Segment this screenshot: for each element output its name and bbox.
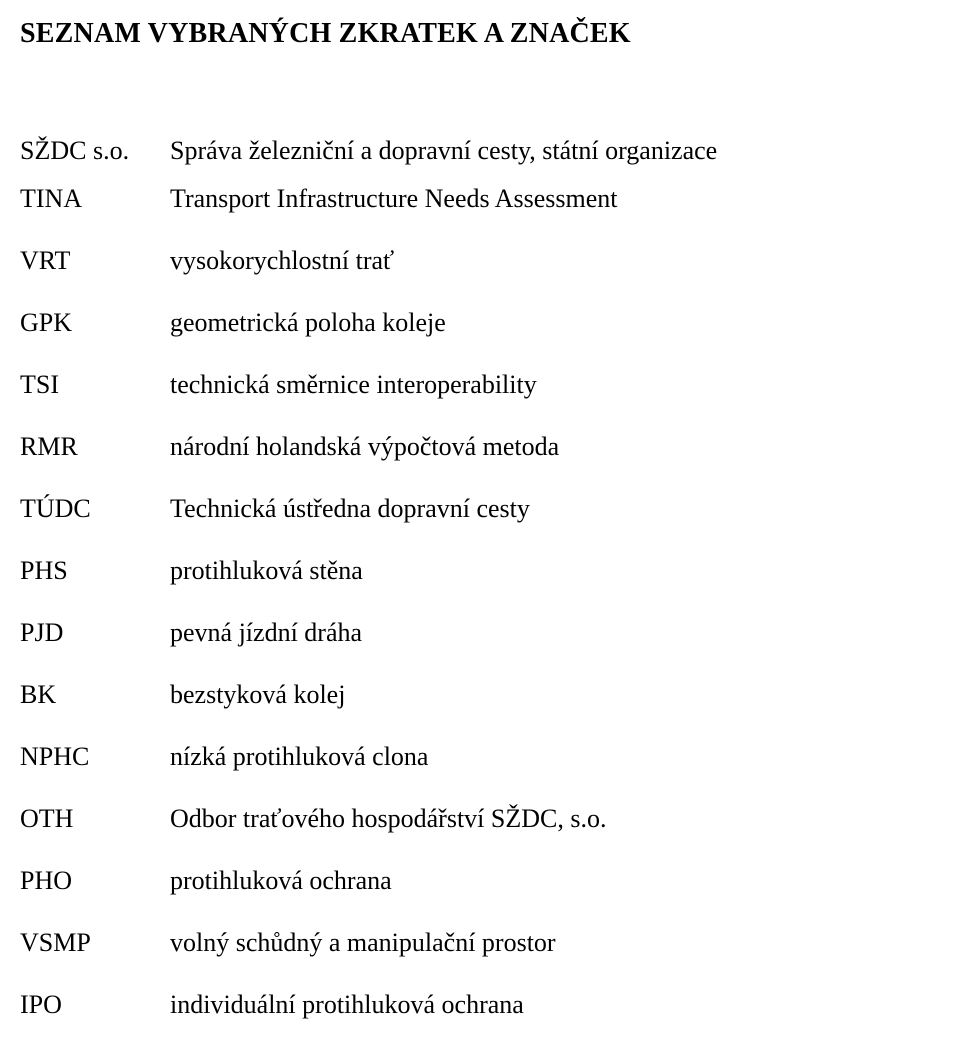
abbr-cell: TÚDC [20, 496, 170, 522]
definition-cell: Technická ústředna dopravní cesty [170, 496, 530, 522]
definition-cell: individuální protihluková ochrana [170, 992, 524, 1018]
table-row: PJD pevná jízdní dráha [20, 620, 928, 646]
abbr-cell: VRT [20, 248, 170, 274]
abbr-cell: SŽDC s.o. [20, 138, 170, 164]
definition-cell: protihluková ochrana [170, 868, 392, 894]
definition-cell: volný schůdný a manipulační prostor [170, 930, 556, 956]
definition-cell: nízká protihluková clona [170, 744, 428, 770]
definition-cell: technická směrnice interoperability [170, 372, 537, 398]
abbr-cell: PHS [20, 558, 170, 584]
abbr-cell: GPK [20, 310, 170, 336]
abbr-cell: RMR [20, 434, 170, 460]
abbr-cell: NPHC [20, 744, 170, 770]
definition-cell: národní holandská výpočtová metoda [170, 434, 559, 460]
document-page: SEZNAM VYBRANÝCH ZKRATEK A ZNAČEK SŽDC s… [0, 0, 960, 1018]
abbr-cell: IPO [20, 992, 170, 1018]
table-row: OTH Odbor traťového hospodářství SŽDC, s… [20, 806, 928, 832]
table-row: TINA Transport Infrastructure Needs Asse… [20, 186, 928, 212]
abbr-cell: OTH [20, 806, 170, 832]
definition-cell: Transport Infrastructure Needs Assessmen… [170, 186, 617, 212]
table-row: NPHC nízká protihluková clona [20, 744, 928, 770]
definition-cell: geometrická poloha koleje [170, 310, 446, 336]
definition-cell: bezstyková kolej [170, 682, 345, 708]
page-title: SEZNAM VYBRANÝCH ZKRATEK A ZNAČEK [20, 18, 928, 50]
table-row: GPK geometrická poloha koleje [20, 310, 928, 336]
abbr-cell: PJD [20, 620, 170, 646]
abbr-cell: TINA [20, 186, 170, 212]
abbr-cell: VSMP [20, 930, 170, 956]
table-row: TÚDC Technická ústředna dopravní cesty [20, 496, 928, 522]
table-row: PHS protihluková stěna [20, 558, 928, 584]
definition-cell: pevná jízdní dráha [170, 620, 362, 646]
table-row: RMR národní holandská výpočtová metoda [20, 434, 928, 460]
definition-cell: Odbor traťového hospodářství SŽDC, s.o. [170, 806, 606, 832]
table-row: VRT vysokorychlostní trať [20, 248, 928, 274]
abbr-cell: TSI [20, 372, 170, 398]
abbr-cell: BK [20, 682, 170, 708]
table-row: PHO protihluková ochrana [20, 868, 928, 894]
abbr-cell: PHO [20, 868, 170, 894]
table-row: IPO individuální protihluková ochrana [20, 992, 928, 1018]
table-row: BK bezstyková kolej [20, 682, 928, 708]
definition-cell: protihluková stěna [170, 558, 363, 584]
definition-cell: vysokorychlostní trať [170, 248, 394, 274]
table-row: SŽDC s.o. Správa železniční a dopravní c… [20, 138, 928, 164]
table-row: VSMP volný schůdný a manipulační prostor [20, 930, 928, 956]
table-row: TSI technická směrnice interoperability [20, 372, 928, 398]
definition-cell: Správa železniční a dopravní cesty, stát… [170, 138, 717, 164]
